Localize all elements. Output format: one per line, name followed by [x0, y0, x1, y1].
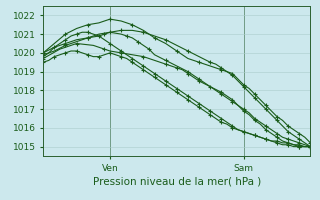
X-axis label: Pression niveau de la mer( hPa ): Pression niveau de la mer( hPa )	[93, 177, 261, 187]
